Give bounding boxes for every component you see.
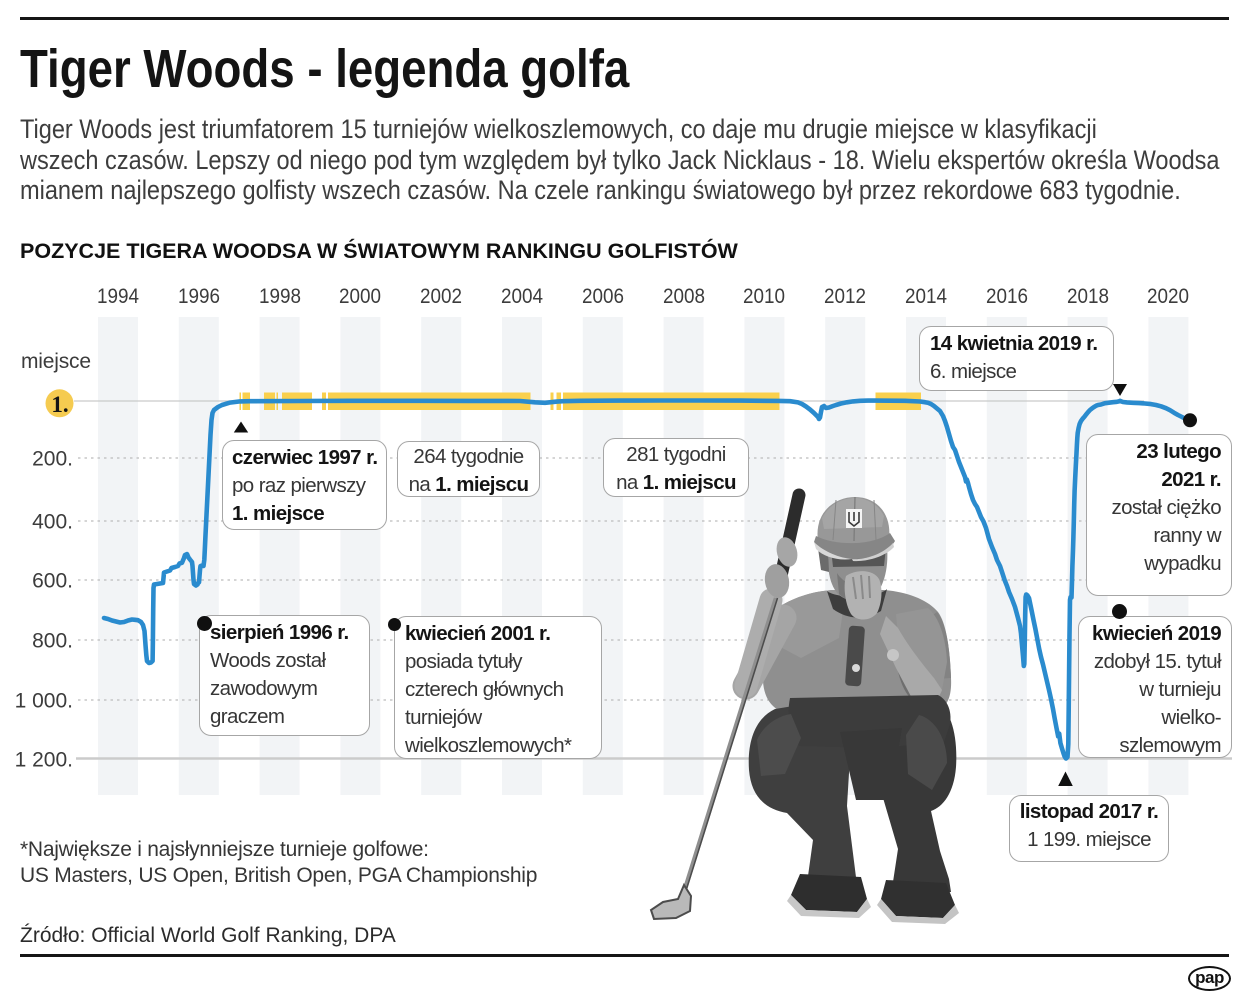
- svg-text:2016: 2016: [986, 285, 1028, 308]
- svg-text:2014: 2014: [905, 285, 947, 308]
- svg-text:1994: 1994: [97, 285, 139, 308]
- svg-text:1998: 1998: [259, 285, 301, 308]
- svg-text:1 200.: 1 200.: [15, 749, 73, 772]
- svg-text:2008: 2008: [663, 285, 705, 308]
- svg-text:2012: 2012: [824, 285, 866, 308]
- svg-text:400.: 400.: [32, 511, 73, 534]
- svg-text:miejsce: miejsce: [21, 350, 91, 373]
- svg-text:2004: 2004: [501, 285, 543, 308]
- svg-text:1.: 1.: [51, 392, 68, 417]
- svg-text:2020: 2020: [1147, 285, 1189, 308]
- svg-text:2010: 2010: [743, 285, 785, 308]
- svg-text:1996: 1996: [178, 285, 220, 308]
- svg-text:1 000.: 1 000.: [15, 690, 73, 713]
- svg-text:800.: 800.: [32, 630, 73, 653]
- svg-text:2006: 2006: [582, 285, 624, 308]
- svg-text:600.: 600.: [32, 570, 73, 593]
- svg-text:2000: 2000: [339, 285, 381, 308]
- svg-text:2018: 2018: [1067, 285, 1109, 308]
- svg-text:2002: 2002: [420, 285, 462, 308]
- svg-text:200.: 200.: [32, 448, 73, 471]
